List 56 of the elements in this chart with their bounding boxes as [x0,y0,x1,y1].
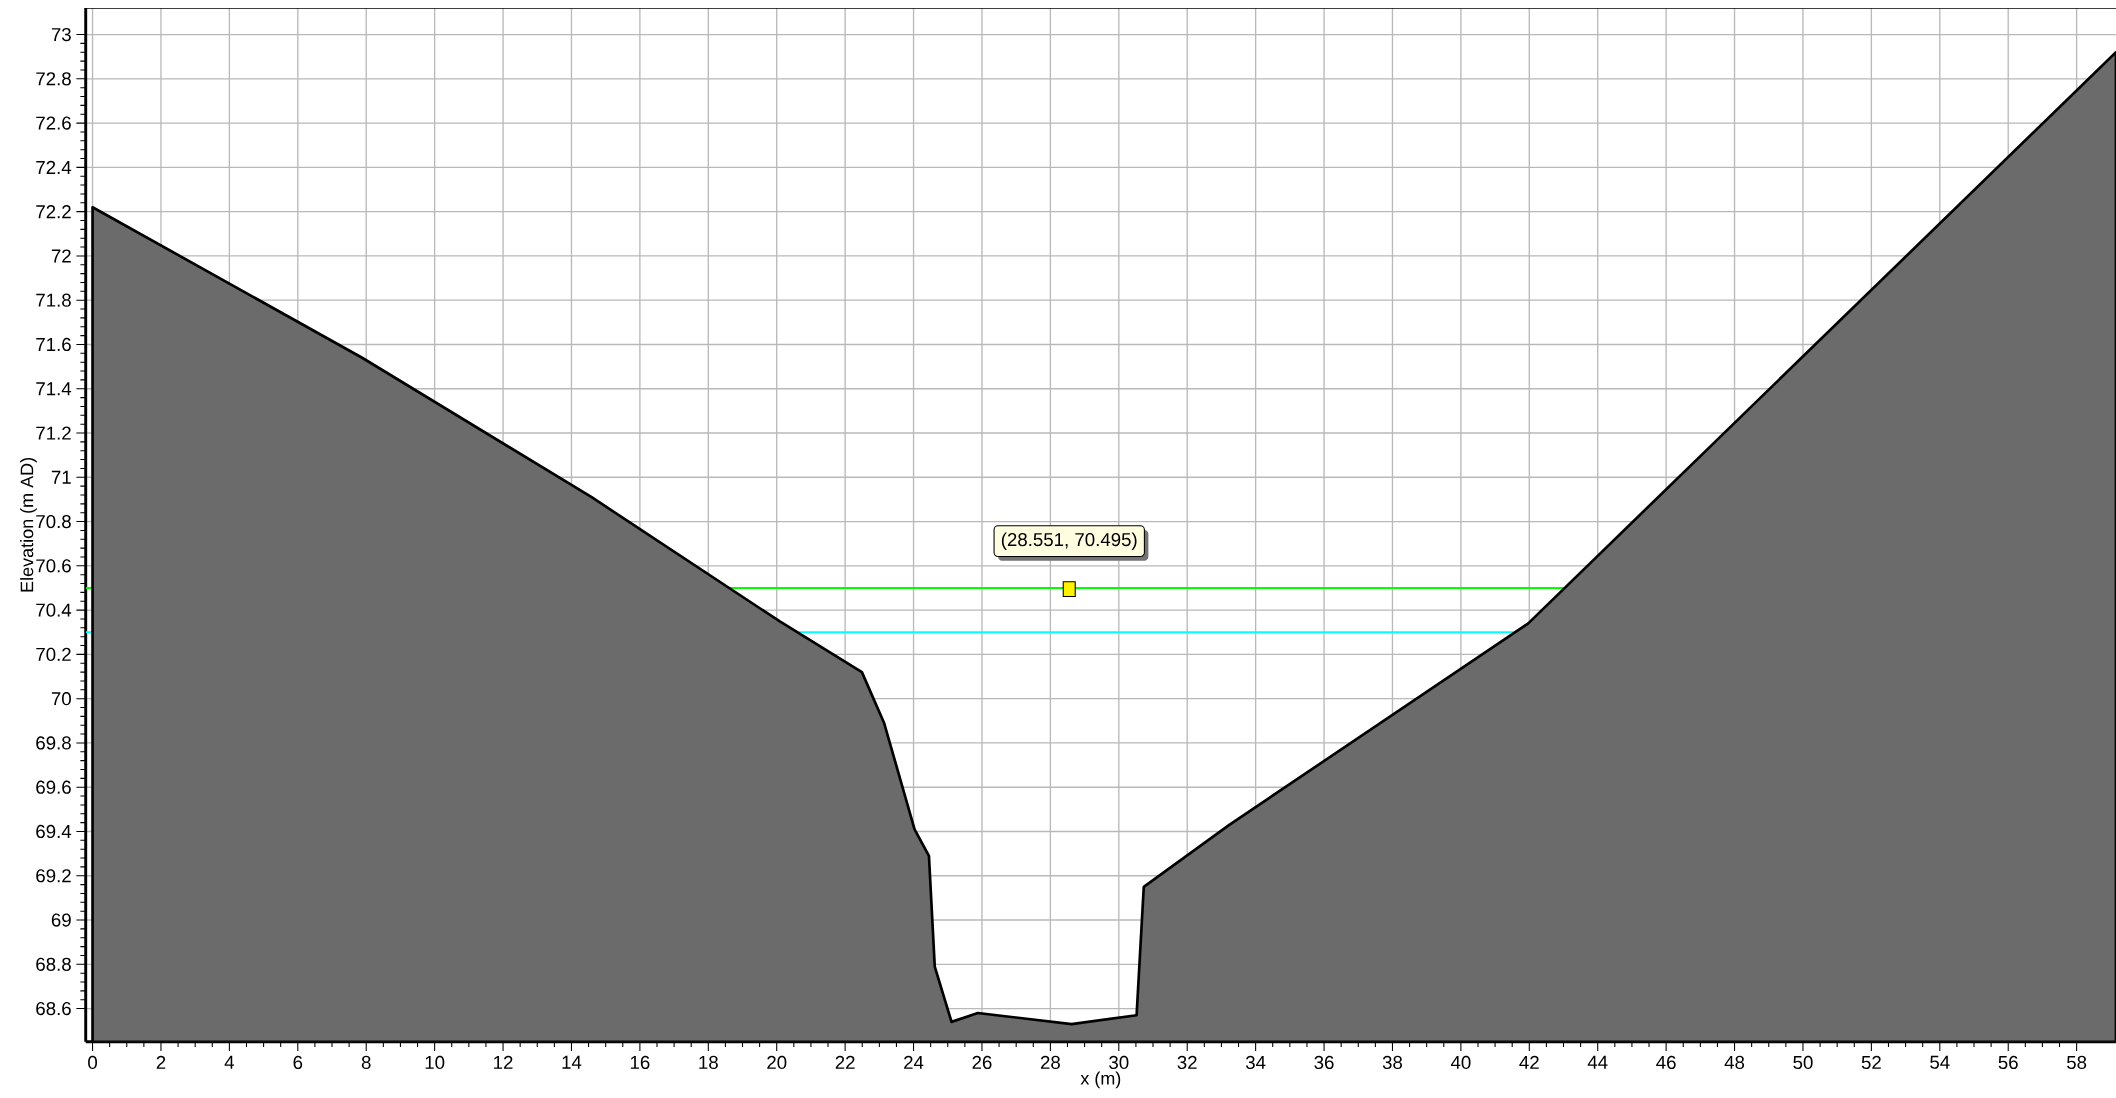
y-tick-label: 70.8 [36,514,71,529]
x-tick-label: 14 [562,1055,582,1069]
x-tick-label: 58 [2067,1055,2087,1070]
y-tick-label: 69.2 [36,869,71,883]
x-tick-label: 38 [1382,1055,1403,1070]
y-tick-label: 70.2 [36,647,71,661]
y-tick-label: 69.4 [36,824,72,839]
x-tick-label: 26 [972,1055,992,1070]
y-tick-label: 70.4 [36,603,72,617]
y-axis-title: Elevation (m AD) [20,458,37,592]
y-tick-label: 72.8 [36,72,71,86]
y-tick-label: 69.6 [36,780,71,794]
x-tick-label: 40 [1450,1055,1471,1070]
x-tick-label: 32 [1177,1055,1197,1070]
y-tick-label: 71.4 [36,382,72,396]
x-tick-label: 24 [904,1055,924,1069]
x-tick-label: 44 [1587,1055,1608,1069]
x-tick-label: 4 [224,1055,235,1069]
y-tick-label: 70.6 [36,559,71,573]
x-tick-label: 48 [1724,1055,1745,1070]
x-tick-label: 16 [630,1055,650,1070]
y-tick-label: 71.6 [36,337,71,352]
x-tick-label: 8 [361,1055,371,1070]
x-tick-label: 56 [1998,1055,2018,1070]
y-tick-label: 68.6 [36,1001,71,1016]
y-tick-label: 69 [51,913,71,927]
x-tick-label: 52 [1861,1055,1881,1070]
annotation: (28.551, 70.495) [1001,532,1137,550]
y-tick-label: 71.2 [36,426,71,440]
x-tick-label: 2 [156,1055,166,1069]
x-tick-label: 54 [1930,1055,1950,1069]
x-tick-label: 18 [699,1055,718,1070]
x-tick-label: 22 [835,1055,855,1069]
y-tick-label: 68.8 [36,957,71,971]
x-tick-label: 0 [88,1055,98,1070]
y-tick-label: 69.8 [36,736,71,750]
y-tick-label: 73 [51,27,71,42]
x-tick-label: 28 [1040,1055,1060,1070]
x-tick-label: 34 [1245,1055,1266,1070]
y-tick-label: 71.8 [36,293,71,307]
y-tick-label: 72.6 [36,116,71,130]
x-tick-label: 6 [293,1055,303,1070]
y-tick-label: 72.2 [36,205,71,219]
y-tick-label: 71 [51,470,71,484]
x-tick-label: 30 [1109,1055,1129,1070]
y-tick-label: 72.4 [36,160,72,174]
y-tick-label: 70 [51,692,71,706]
x-tick-label: 20 [767,1055,787,1070]
x-tick-label: 36 [1314,1055,1334,1070]
x-tick-label: 50 [1793,1055,1813,1070]
x-axis-title: x (m) [1080,1071,1121,1089]
x-tick-label: 10 [425,1055,445,1070]
x-tick-label: 46 [1656,1055,1676,1070]
y-tick-label: 72 [51,249,71,263]
x-tick-label: 12 [494,1055,513,1069]
x-tick-label: 42 [1519,1055,1539,1069]
